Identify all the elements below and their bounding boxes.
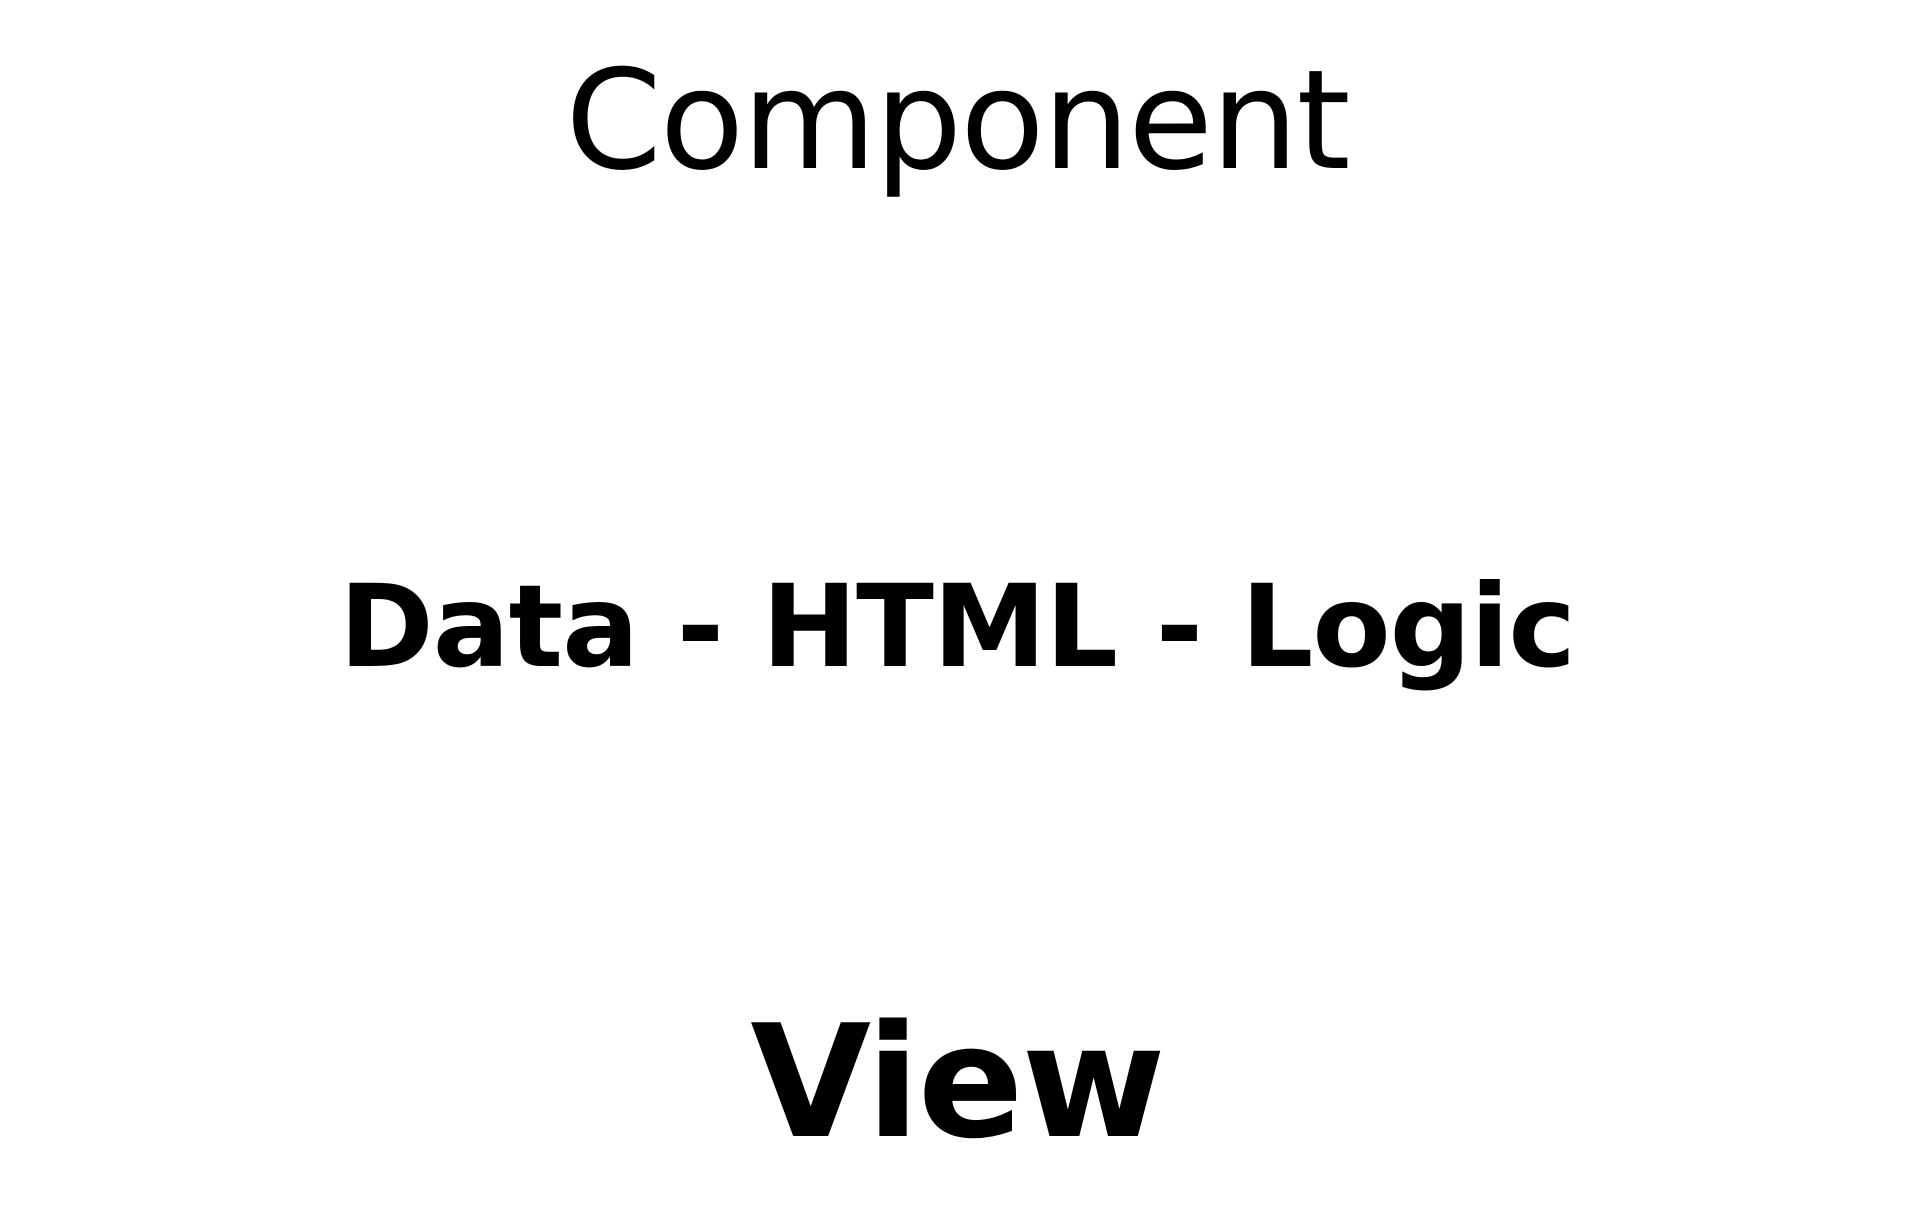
view-label: View xyxy=(750,991,1165,1173)
component-label: Component xyxy=(565,40,1350,201)
data-html-logic-label: Data - HTML - Logic xyxy=(339,560,1576,693)
